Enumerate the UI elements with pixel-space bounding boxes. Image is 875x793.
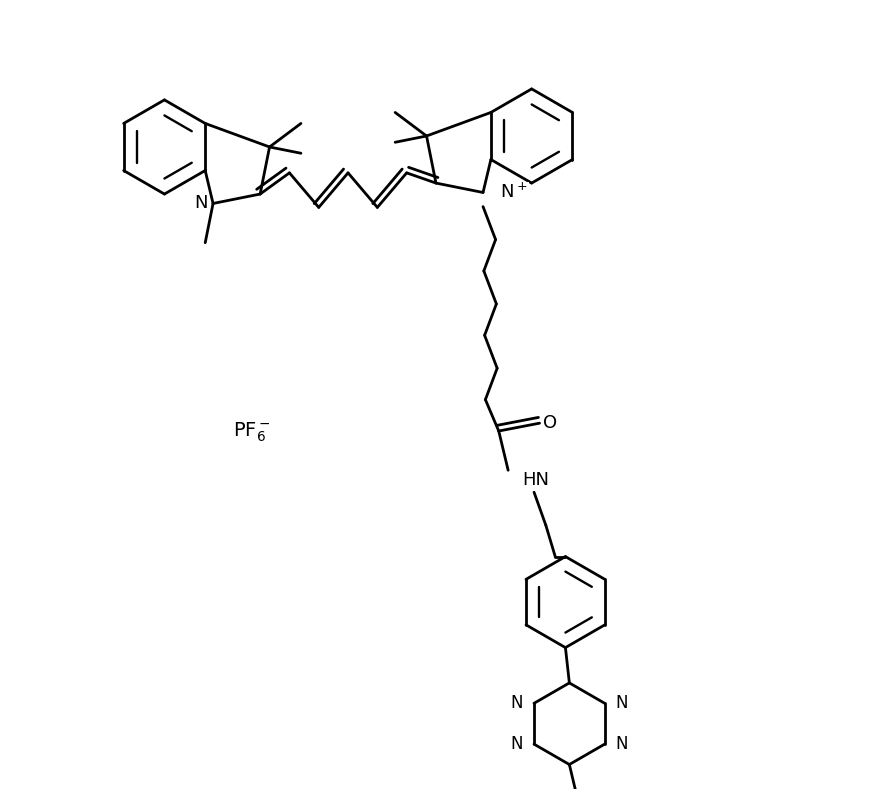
Text: PF$_6^-$: PF$_6^-$ [234, 420, 271, 443]
Text: N: N [616, 735, 628, 753]
Text: N: N [616, 695, 628, 712]
Text: N$^+$: N$^+$ [500, 183, 528, 202]
Text: HN: HN [522, 472, 550, 489]
Text: O: O [543, 414, 557, 432]
Text: N: N [193, 194, 207, 213]
Text: N: N [510, 695, 523, 712]
Text: N: N [510, 735, 523, 753]
